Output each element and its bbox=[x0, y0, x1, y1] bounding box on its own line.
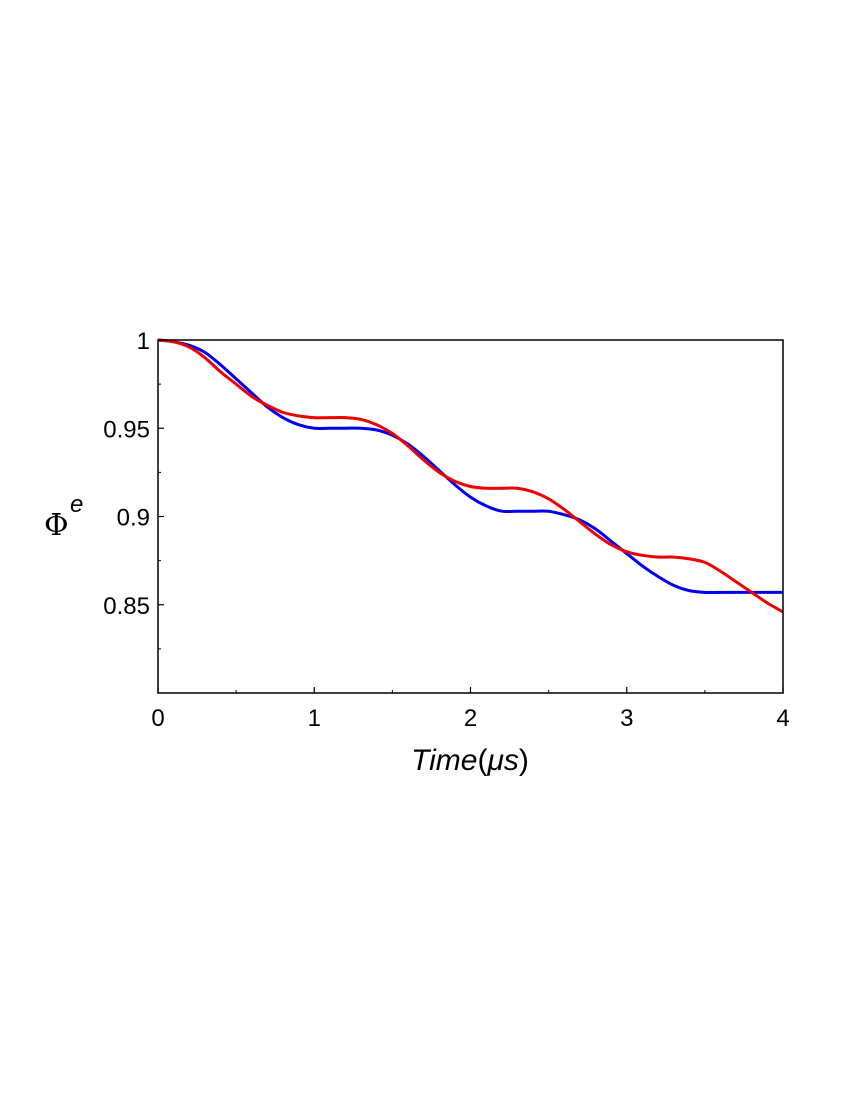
y-axis-label-superscript: e bbox=[70, 491, 83, 518]
x-axis-label-close-paren: ) bbox=[519, 744, 529, 777]
x-tick-label: 3 bbox=[620, 705, 633, 732]
series-group bbox=[157, 338, 784, 614]
axis-ticks: 0 1 2 3 4 0.85 0.9 0.95 1 bbox=[103, 328, 789, 732]
y-tick-label: 1 bbox=[137, 328, 150, 355]
x-tick-label: 0 bbox=[151, 705, 164, 732]
y-tick-label: 0.85 bbox=[103, 593, 150, 620]
y-tick-label: 0.9 bbox=[117, 505, 150, 532]
series-blue-line bbox=[157, 338, 784, 595]
x-tick-label: 1 bbox=[308, 705, 321, 732]
x-tick-label: 2 bbox=[464, 705, 477, 732]
x-axis-label-main: Time bbox=[411, 744, 477, 777]
plot-frame bbox=[157, 339, 784, 694]
y-tick-label: 0.95 bbox=[103, 416, 150, 443]
x-axis-label-unit: μs bbox=[486, 744, 518, 777]
x-axis-label: Time(μs) bbox=[411, 744, 529, 777]
y-axis-label: Φ e bbox=[44, 491, 83, 543]
y-axis-label-main: Φ bbox=[44, 508, 69, 543]
series-red-line bbox=[157, 338, 784, 614]
x-axis-label-open-paren: ( bbox=[477, 744, 487, 777]
x-tick-label: 4 bbox=[776, 705, 789, 732]
